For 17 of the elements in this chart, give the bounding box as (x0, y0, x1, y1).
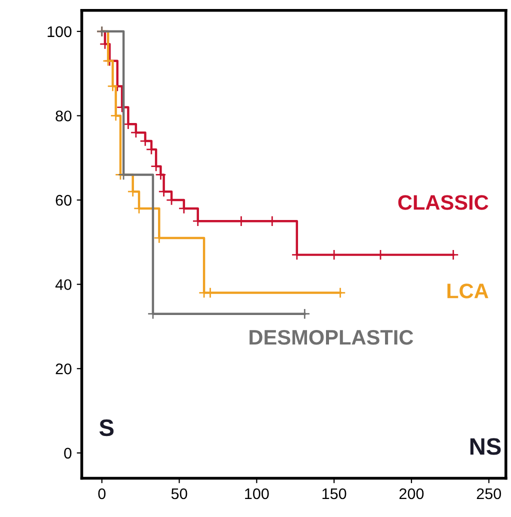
annotation: NS (470, 438, 501, 455)
x-tick-label: 100 (245, 488, 269, 500)
x-tick-label: 0 (98, 488, 106, 500)
text: CLASSIC (398, 195, 488, 210)
x-tick-label: 50 (171, 488, 188, 500)
x-tick-label: 150 (322, 488, 346, 500)
y-tick-label: 60 (56, 194, 72, 206)
y-tick-label: 100 (48, 26, 72, 38)
y-tick-label: 40 (55, 279, 72, 290)
y-tick-label: 0 (64, 448, 72, 459)
series-label: DESMOPLASTIC (250, 330, 414, 345)
text: LCA (447, 284, 488, 298)
y-tick-label: 80 (56, 110, 72, 122)
x-tick-label: 200 (399, 488, 424, 500)
y-tick-label: 20 (56, 364, 72, 374)
annotation: S (99, 419, 114, 436)
x-tick-label: 250 (476, 488, 502, 500)
